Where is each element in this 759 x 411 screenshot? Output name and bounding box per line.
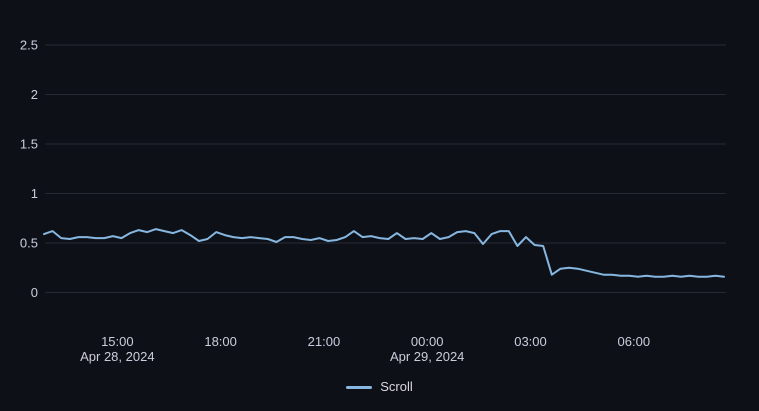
y-tick-label: 1 xyxy=(31,186,38,201)
x-date-label: Apr 29, 2024 xyxy=(390,349,464,364)
legend-item-scroll[interactable]: Scroll xyxy=(346,379,413,395)
y-tick-label: 0 xyxy=(31,285,38,300)
scroll-series-line xyxy=(43,228,725,278)
x-tick-label: 06:00 xyxy=(618,334,651,349)
legend-label: Scroll xyxy=(380,379,413,394)
y-tick-label: 2.5 xyxy=(20,38,38,53)
x-tick-label: 03:00 xyxy=(514,334,547,349)
y-axis-labels: 0 0.5 1 1.5 2 2.5 xyxy=(20,38,38,301)
x-date-label: Apr 28, 2024 xyxy=(80,349,154,364)
legend-line-swatch xyxy=(346,385,373,389)
y-gridlines xyxy=(45,44,726,293)
x-tick-label: 18:00 xyxy=(204,334,237,349)
x-tick-label: 00:00 xyxy=(411,334,444,349)
x-tick-label: 15:00 xyxy=(101,334,134,349)
chart-legend: Scroll xyxy=(0,377,759,397)
y-tick-label: 0.5 xyxy=(20,236,38,251)
y-tick-label: 2 xyxy=(31,87,38,102)
x-tick-label: 21:00 xyxy=(308,334,341,349)
y-tick-label: 1.5 xyxy=(20,137,38,152)
